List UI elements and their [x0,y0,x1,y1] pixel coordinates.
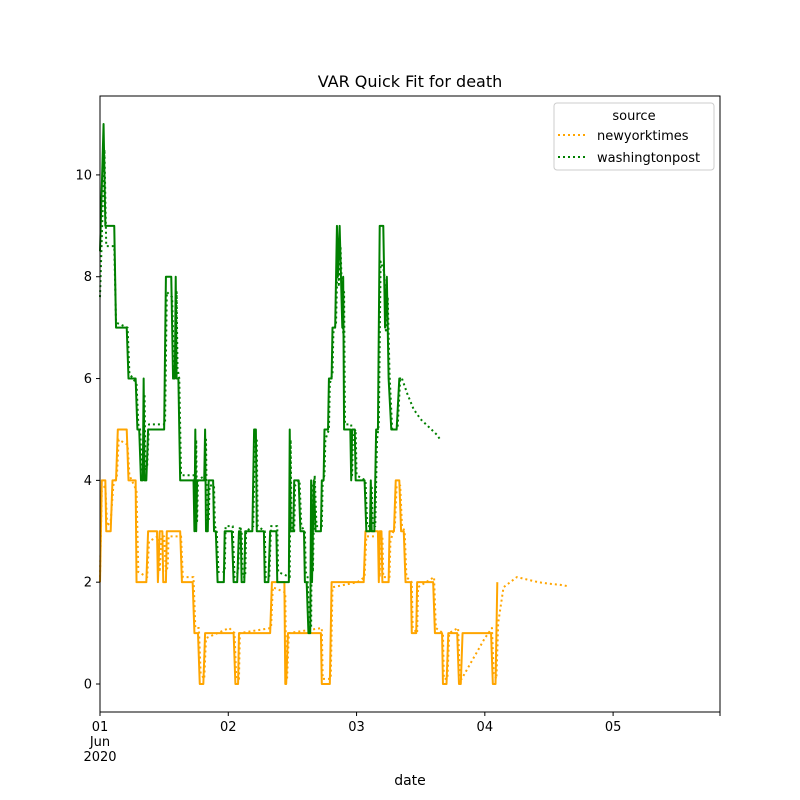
y-tick-label: 8 [84,270,92,285]
x-tick-label: 01 [92,720,109,735]
legend-label-washingtonpost: washingtonpost [597,151,700,166]
chart-title: VAR Quick Fit for death [318,72,503,91]
x-axis-label: date [394,773,426,789]
series-line-newyorktimes-solid [99,428,499,685]
y-tick-label: 2 [84,576,92,591]
x-tick-label: Jun [89,735,110,750]
x-tick-label: 02 [220,720,237,735]
legend-title: source [612,109,655,124]
y-tick-label: 0 [84,678,92,693]
y-tick-label: 6 [84,372,92,387]
x-tick-label: 04 [477,720,494,735]
y-axis: 0 2 4 6 8 10 [75,168,100,693]
y-tick-label: 10 [75,168,92,183]
y-tick-label: 4 [84,474,92,489]
legend-label-newyorktimes: newyorktimes [597,129,689,144]
legend-box [553,102,715,171]
legend[interactable]: source newyorktimes washingtonpost [553,102,715,171]
x-tick-label: 2020 [83,750,116,765]
x-tick-label: 03 [348,720,365,735]
plot-frame [99,95,721,713]
x-tick-label: 05 [605,720,622,735]
series-line-washingtonpost-dotted [99,148,442,629]
series-layer [99,123,569,685]
